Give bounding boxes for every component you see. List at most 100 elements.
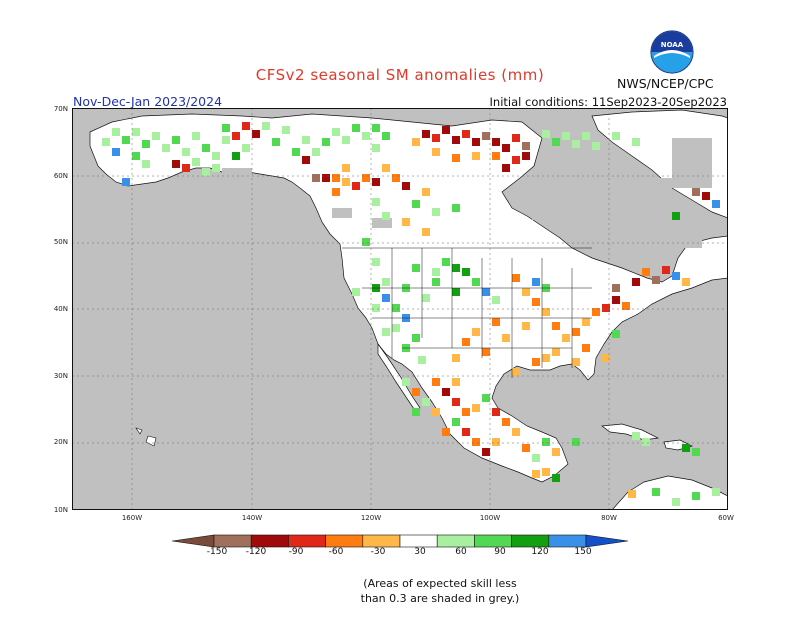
colorbar-arrow-low: [172, 534, 215, 548]
anomaly-cell: [482, 448, 490, 456]
anomaly-cell: [452, 136, 460, 144]
lat-label-70n: 70N: [53, 105, 68, 113]
anomaly-cell: [572, 140, 580, 148]
anomaly-cell: [452, 288, 460, 296]
anomaly-cell: [452, 354, 460, 362]
lon-label-120w: 120W: [360, 514, 382, 522]
anomaly-cell: [192, 132, 200, 140]
anomaly-cell: [392, 174, 400, 182]
anomaly-cell: [302, 136, 310, 144]
colorbar-bin: [511, 534, 550, 548]
anomaly-cell: [382, 294, 390, 302]
anomaly-cell: [332, 128, 340, 136]
anomaly-cell: [432, 134, 440, 142]
anomaly-cell: [522, 322, 530, 330]
anomaly-cell: [682, 278, 690, 286]
anomaly-cell: [352, 288, 360, 296]
lon-label-60w: 60W: [718, 514, 734, 522]
anomaly-cell: [442, 258, 450, 266]
anomaly-cell: [462, 268, 470, 276]
anomaly-cell: [212, 152, 220, 160]
anomaly-cell: [272, 138, 280, 146]
anomaly-cell: [492, 408, 500, 416]
anomaly-cell: [242, 144, 250, 152]
anomaly-cell: [632, 138, 640, 146]
initial-conditions: Initial conditions: 11Sep2023-20Sep2023: [489, 95, 727, 109]
anomaly-cell: [222, 136, 230, 144]
anomaly-cell: [322, 138, 330, 146]
lat-label-50n: 50N: [53, 238, 68, 246]
anomaly-cell: [512, 428, 520, 436]
anomaly-cell: [392, 324, 400, 332]
anomaly-cell: [422, 130, 430, 138]
colorbar-bin: [436, 534, 475, 548]
anomaly-cell: [512, 274, 520, 282]
anomaly-cell: [502, 418, 510, 426]
anomaly-cell: [382, 328, 390, 336]
anomaly-cell: [472, 278, 480, 286]
anomaly-cell: [432, 268, 440, 276]
anomaly-cell: [672, 212, 680, 220]
anomaly-cell: [192, 158, 200, 166]
anomaly-cell: [572, 328, 580, 336]
anomaly-cell: [582, 132, 590, 140]
colorbar-label: -90: [288, 547, 304, 557]
anomaly-cell: [532, 278, 540, 286]
anomaly-cell: [522, 142, 530, 150]
anomaly-cell: [202, 168, 210, 176]
lat-label-20n: 20N: [53, 438, 68, 446]
anomaly-cell: [432, 378, 440, 386]
anomaly-cell: [552, 322, 560, 330]
anomaly-cell: [452, 378, 460, 386]
anomaly-cell: [142, 140, 150, 148]
colorbar-bin: [250, 534, 289, 548]
anomaly-cell: [492, 138, 500, 146]
anomaly-cell: [452, 204, 460, 212]
anomaly-cell: [632, 432, 640, 440]
anomaly-cell: [432, 408, 440, 416]
anomaly-cell: [442, 126, 450, 134]
anomaly-cell: [432, 208, 440, 216]
anomaly-cell: [632, 278, 640, 286]
anomaly-cell: [142, 160, 150, 168]
anomaly-cell: [122, 136, 130, 144]
anomaly-cell: [232, 132, 240, 140]
anomaly-cell: [442, 428, 450, 436]
anomaly-cell: [482, 288, 490, 296]
anomaly-cell: [572, 438, 580, 446]
anomaly-cell: [702, 192, 710, 200]
land-hawaii: [135, 427, 157, 447]
map-title: CFSv2 seasonal SM anomalies (mm): [255, 66, 545, 84]
anomaly-cell: [332, 188, 340, 196]
colorbar-bin: [213, 534, 252, 548]
anomaly-cell: [112, 148, 120, 156]
anomaly-cell: [672, 272, 680, 280]
lat-label-60n: 60N: [53, 172, 68, 180]
anomaly-cell: [402, 182, 410, 190]
anomaly-cell: [322, 174, 330, 182]
anomaly-cell: [102, 138, 110, 146]
anomaly-cell: [612, 284, 620, 292]
anomaly-cell: [682, 444, 690, 452]
colorbar-label: 90: [494, 547, 506, 557]
anomaly-cell: [312, 148, 320, 156]
anomaly-cell: [382, 132, 390, 140]
anomaly-cell: [418, 356, 426, 364]
anomaly-cell: [462, 338, 470, 346]
anomaly-cell: [532, 298, 540, 306]
anomaly-cell: [362, 132, 370, 140]
anomaly-cell: [502, 144, 510, 152]
anomaly-cell: [622, 302, 630, 310]
anomaly-cell: [532, 454, 540, 462]
anomaly-cell: [122, 178, 130, 186]
anomaly-cell: [522, 444, 530, 452]
colorbar-bin: [399, 534, 438, 548]
anomaly-cell: [422, 294, 430, 302]
land-north-america: [89, 113, 728, 483]
colorbar-label: -30: [370, 547, 386, 557]
anomaly-cell: [392, 304, 400, 312]
anomaly-cell: [452, 398, 460, 406]
anomaly-cell: [472, 152, 480, 160]
organization-label: NWS/NCEP/CPC: [617, 76, 714, 91]
anomaly-cell: [482, 394, 490, 402]
